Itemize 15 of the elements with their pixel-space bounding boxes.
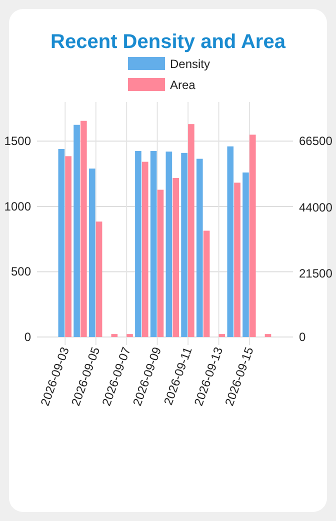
y2-tick-label: 66500 xyxy=(299,134,333,148)
legend-label: Density xyxy=(170,57,210,71)
bar xyxy=(126,334,133,337)
bar xyxy=(111,334,118,337)
y-tick-label: 0 xyxy=(24,330,32,344)
bar xyxy=(264,334,272,337)
legend-label: Area xyxy=(170,78,196,92)
bar xyxy=(218,334,226,337)
y-tick-label: 1000 xyxy=(4,199,32,214)
y-tick-label: 1500 xyxy=(4,134,32,148)
y2-tick-label: 21500 xyxy=(299,266,333,281)
y2-tick-label: 44000 xyxy=(299,200,333,214)
chart-title: Recent Density and Area xyxy=(50,31,286,53)
y-tick-label: 500 xyxy=(10,264,32,279)
y2-tick-label: 0 xyxy=(299,330,306,344)
